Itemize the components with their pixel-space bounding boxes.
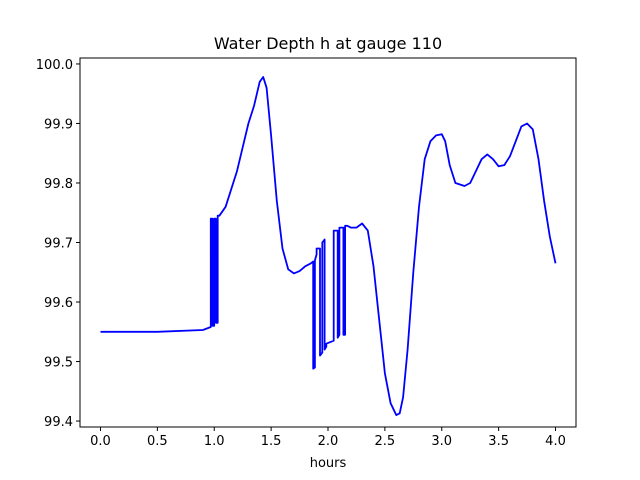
x-tick-label: 0.0 <box>90 434 111 449</box>
y-tick-label: 99.7 <box>44 237 73 252</box>
x-axis: 0.0 0.5 1.0 1.5 2.0 2.5 3.0 3.5 4.0 <box>90 427 566 449</box>
y-tick-label: 100.0 <box>36 58 73 73</box>
y-tick-label: 99.5 <box>44 356 73 371</box>
x-tick-label: 2.0 <box>318 434 339 449</box>
y-tick-label: 99.9 <box>44 117 73 132</box>
y-tick-label: 99.4 <box>44 415 73 430</box>
y-tick-label: 99.8 <box>44 177 73 192</box>
x-tick-label: 0.5 <box>147 434 168 449</box>
axes-frame <box>79 57 577 428</box>
x-axis-label: hours <box>310 456 347 471</box>
plot-area <box>100 76 557 417</box>
x-tick-label: 2.5 <box>375 434 396 449</box>
series-line <box>100 76 557 417</box>
x-tick-label: 4.0 <box>545 434 566 449</box>
x-tick-label: 1.5 <box>261 434 282 449</box>
chart-title: Water Depth h at gauge 110 <box>214 34 442 53</box>
x-tick-label: 1.0 <box>204 434 225 449</box>
y-tick-label: 99.6 <box>44 296 73 311</box>
x-tick-label: 3.0 <box>431 434 452 449</box>
x-tick-label: 3.5 <box>488 434 509 449</box>
y-axis: 99.4 99.5 99.6 99.7 99.8 99.9 100.0 <box>36 58 80 430</box>
